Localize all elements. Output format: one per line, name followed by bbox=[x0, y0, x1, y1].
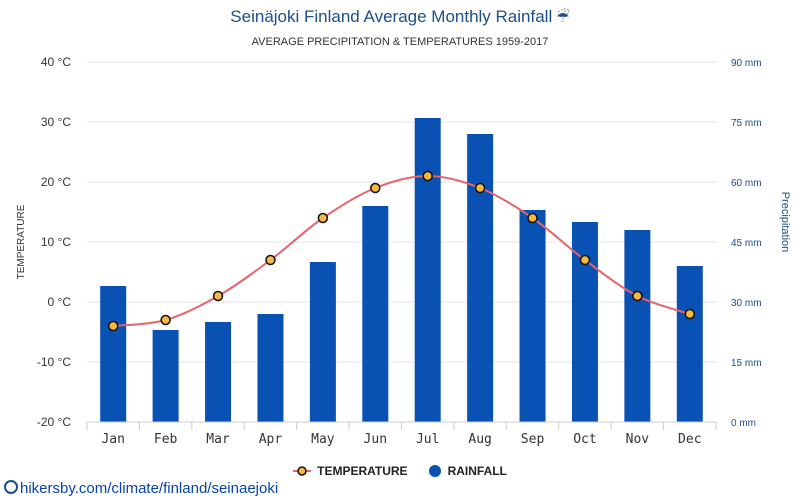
y-right-axis-title: Precipitation bbox=[779, 192, 791, 253]
legend-label-temperature: TEMPERATURE bbox=[317, 464, 408, 478]
temperature-point bbox=[422, 170, 433, 182]
x-tick-label: Aug bbox=[468, 432, 491, 447]
temperature-point bbox=[317, 212, 329, 224]
temperature-line bbox=[113, 174, 691, 327]
y-left-tick-label: -20 °C bbox=[37, 415, 71, 429]
source-link-text: hikersby.com/climate/finland/seinaejoki bbox=[20, 480, 279, 497]
x-tick-label: Sep bbox=[521, 432, 545, 447]
x-tick-label: Feb bbox=[154, 432, 178, 447]
y-right-tick-label: 75 mm bbox=[731, 118, 762, 129]
temperature-point bbox=[265, 254, 276, 266]
x-tick-label: Apr bbox=[259, 432, 283, 447]
hikersby-logo-icon bbox=[4, 480, 18, 494]
y-left-tick-label: 30 °C bbox=[41, 115, 71, 129]
temperature-point bbox=[474, 182, 486, 194]
temperature-point bbox=[107, 320, 119, 332]
temperature-point bbox=[579, 254, 591, 266]
y-right-tick-label: 90 mm bbox=[731, 58, 762, 69]
y-left-tick-label: 40 °C bbox=[41, 55, 71, 69]
rainfall-bar bbox=[205, 322, 232, 422]
rainfall-bar bbox=[257, 314, 284, 422]
x-tick-label: Nov bbox=[626, 432, 650, 447]
legend-item-rainfall[interactable]: RAINFALL bbox=[428, 464, 507, 478]
chart-title: Seinäjoki Finland Average Monthly Rainfa… bbox=[0, 7, 800, 27]
y-right-tick-label: 60 mm bbox=[731, 178, 762, 189]
temperature-point bbox=[212, 290, 224, 302]
y-right-tick-label: 30 mm bbox=[731, 298, 762, 309]
rainfall-legend-marker-icon bbox=[428, 465, 441, 477]
x-tick-label: Oct bbox=[573, 432, 596, 447]
x-tick-label: Mar bbox=[206, 432, 230, 447]
y-right-tick-label: 15 mm bbox=[731, 358, 762, 369]
rainfall-bar bbox=[152, 330, 179, 422]
y-right-tick-label: 45 mm bbox=[731, 238, 762, 249]
temperature-point bbox=[632, 290, 643, 302]
x-tick-label: Jun bbox=[364, 432, 387, 447]
legend-label-rainfall: RAINFALL bbox=[447, 464, 507, 478]
temperature-point bbox=[370, 182, 381, 194]
x-tick-label: Jul bbox=[416, 432, 439, 447]
x-tick-label: May bbox=[311, 432, 335, 447]
rainfall-bar bbox=[100, 286, 127, 422]
umbrella-icon: ☔ bbox=[556, 9, 570, 26]
rainfall-bar bbox=[309, 262, 336, 422]
temperature-point bbox=[527, 212, 538, 224]
rainfall-bar bbox=[676, 266, 703, 422]
rainfall-bar bbox=[519, 210, 546, 422]
y-left-tick-label: 0 °C bbox=[48, 295, 72, 309]
temperature-point bbox=[684, 308, 696, 320]
rainfall-bar bbox=[362, 206, 389, 422]
chart-subtitle: AVERAGE PRECIPITATION & TEMPERATURES 195… bbox=[251, 36, 549, 48]
y-left-axis-title: TEMPERATURE bbox=[16, 204, 27, 279]
y-right-tick-label: 0 mm bbox=[731, 418, 756, 429]
y-left-tick-label: 10 °C bbox=[41, 235, 71, 249]
y-left-tick-label: 20 °C bbox=[41, 175, 71, 189]
x-tick-label: Dec bbox=[678, 432, 701, 447]
x-tick-label: Jan bbox=[101, 432, 124, 447]
chart-title-text: Seinäjoki Finland Average Monthly Rainfa… bbox=[230, 7, 553, 26]
legend: TEMPERATURE RAINFALL bbox=[0, 464, 800, 478]
rainfall-bar bbox=[467, 134, 494, 422]
y-left-tick-label: -10 °C bbox=[37, 355, 71, 369]
temperature-legend-marker-icon bbox=[293, 466, 312, 476]
legend-item-temperature[interactable]: TEMPERATURE bbox=[293, 464, 408, 478]
chart-canvas: -20 °C -10 °C 0 °C 10 °C 20 °C 30 °C 40 °C 0 mm… bbox=[16, 55, 791, 447]
source-link[interactable]: hikersby.com/climate/finland/seinaejoki bbox=[4, 480, 278, 497]
rainfall-bar bbox=[624, 230, 651, 422]
temperature-point bbox=[160, 314, 171, 326]
rainfall-bar bbox=[414, 118, 441, 422]
